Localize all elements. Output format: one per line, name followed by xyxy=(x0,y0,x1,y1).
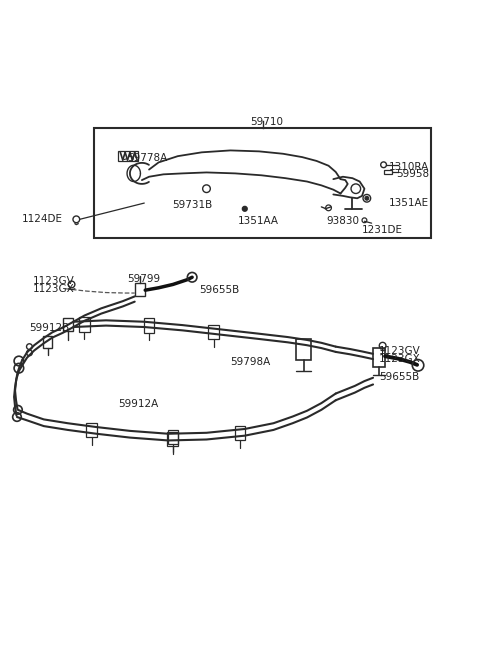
Text: 1310RA: 1310RA xyxy=(389,162,429,172)
Bar xyxy=(297,339,311,360)
Circle shape xyxy=(242,206,247,211)
Text: 1123GX: 1123GX xyxy=(379,354,420,364)
Bar xyxy=(144,318,155,333)
Circle shape xyxy=(365,196,369,200)
Text: 59778A: 59778A xyxy=(128,153,168,162)
Bar xyxy=(373,348,385,367)
Text: 59710: 59710 xyxy=(250,117,283,126)
Text: 1123GV: 1123GV xyxy=(33,276,75,286)
Text: 59912B: 59912B xyxy=(29,324,70,333)
Text: 1123GX: 1123GX xyxy=(33,284,75,293)
Text: 1351AE: 1351AE xyxy=(389,198,429,208)
Text: 59731B: 59731B xyxy=(172,200,212,210)
Text: 59655B: 59655B xyxy=(379,372,419,382)
Bar xyxy=(94,128,432,238)
Text: 1351AA: 1351AA xyxy=(238,215,278,226)
Bar xyxy=(86,422,97,437)
Bar xyxy=(43,335,52,348)
Text: 1124DE: 1124DE xyxy=(22,214,63,224)
Bar xyxy=(384,170,392,174)
Text: 59655B: 59655B xyxy=(199,285,240,295)
Bar xyxy=(168,430,178,444)
Text: 59799: 59799 xyxy=(128,274,161,284)
Bar xyxy=(208,325,219,339)
Bar xyxy=(135,283,145,297)
Text: 1231DE: 1231DE xyxy=(362,225,403,235)
Text: 59798A: 59798A xyxy=(230,357,271,367)
Text: 59958: 59958 xyxy=(396,170,429,179)
Bar xyxy=(167,432,178,446)
Bar xyxy=(235,426,245,440)
Bar xyxy=(118,151,138,161)
Bar xyxy=(63,318,73,331)
Bar xyxy=(79,318,90,332)
Text: 59912A: 59912A xyxy=(118,399,158,409)
Text: 93830: 93830 xyxy=(326,215,359,226)
Text: 1123GV: 1123GV xyxy=(379,346,420,356)
